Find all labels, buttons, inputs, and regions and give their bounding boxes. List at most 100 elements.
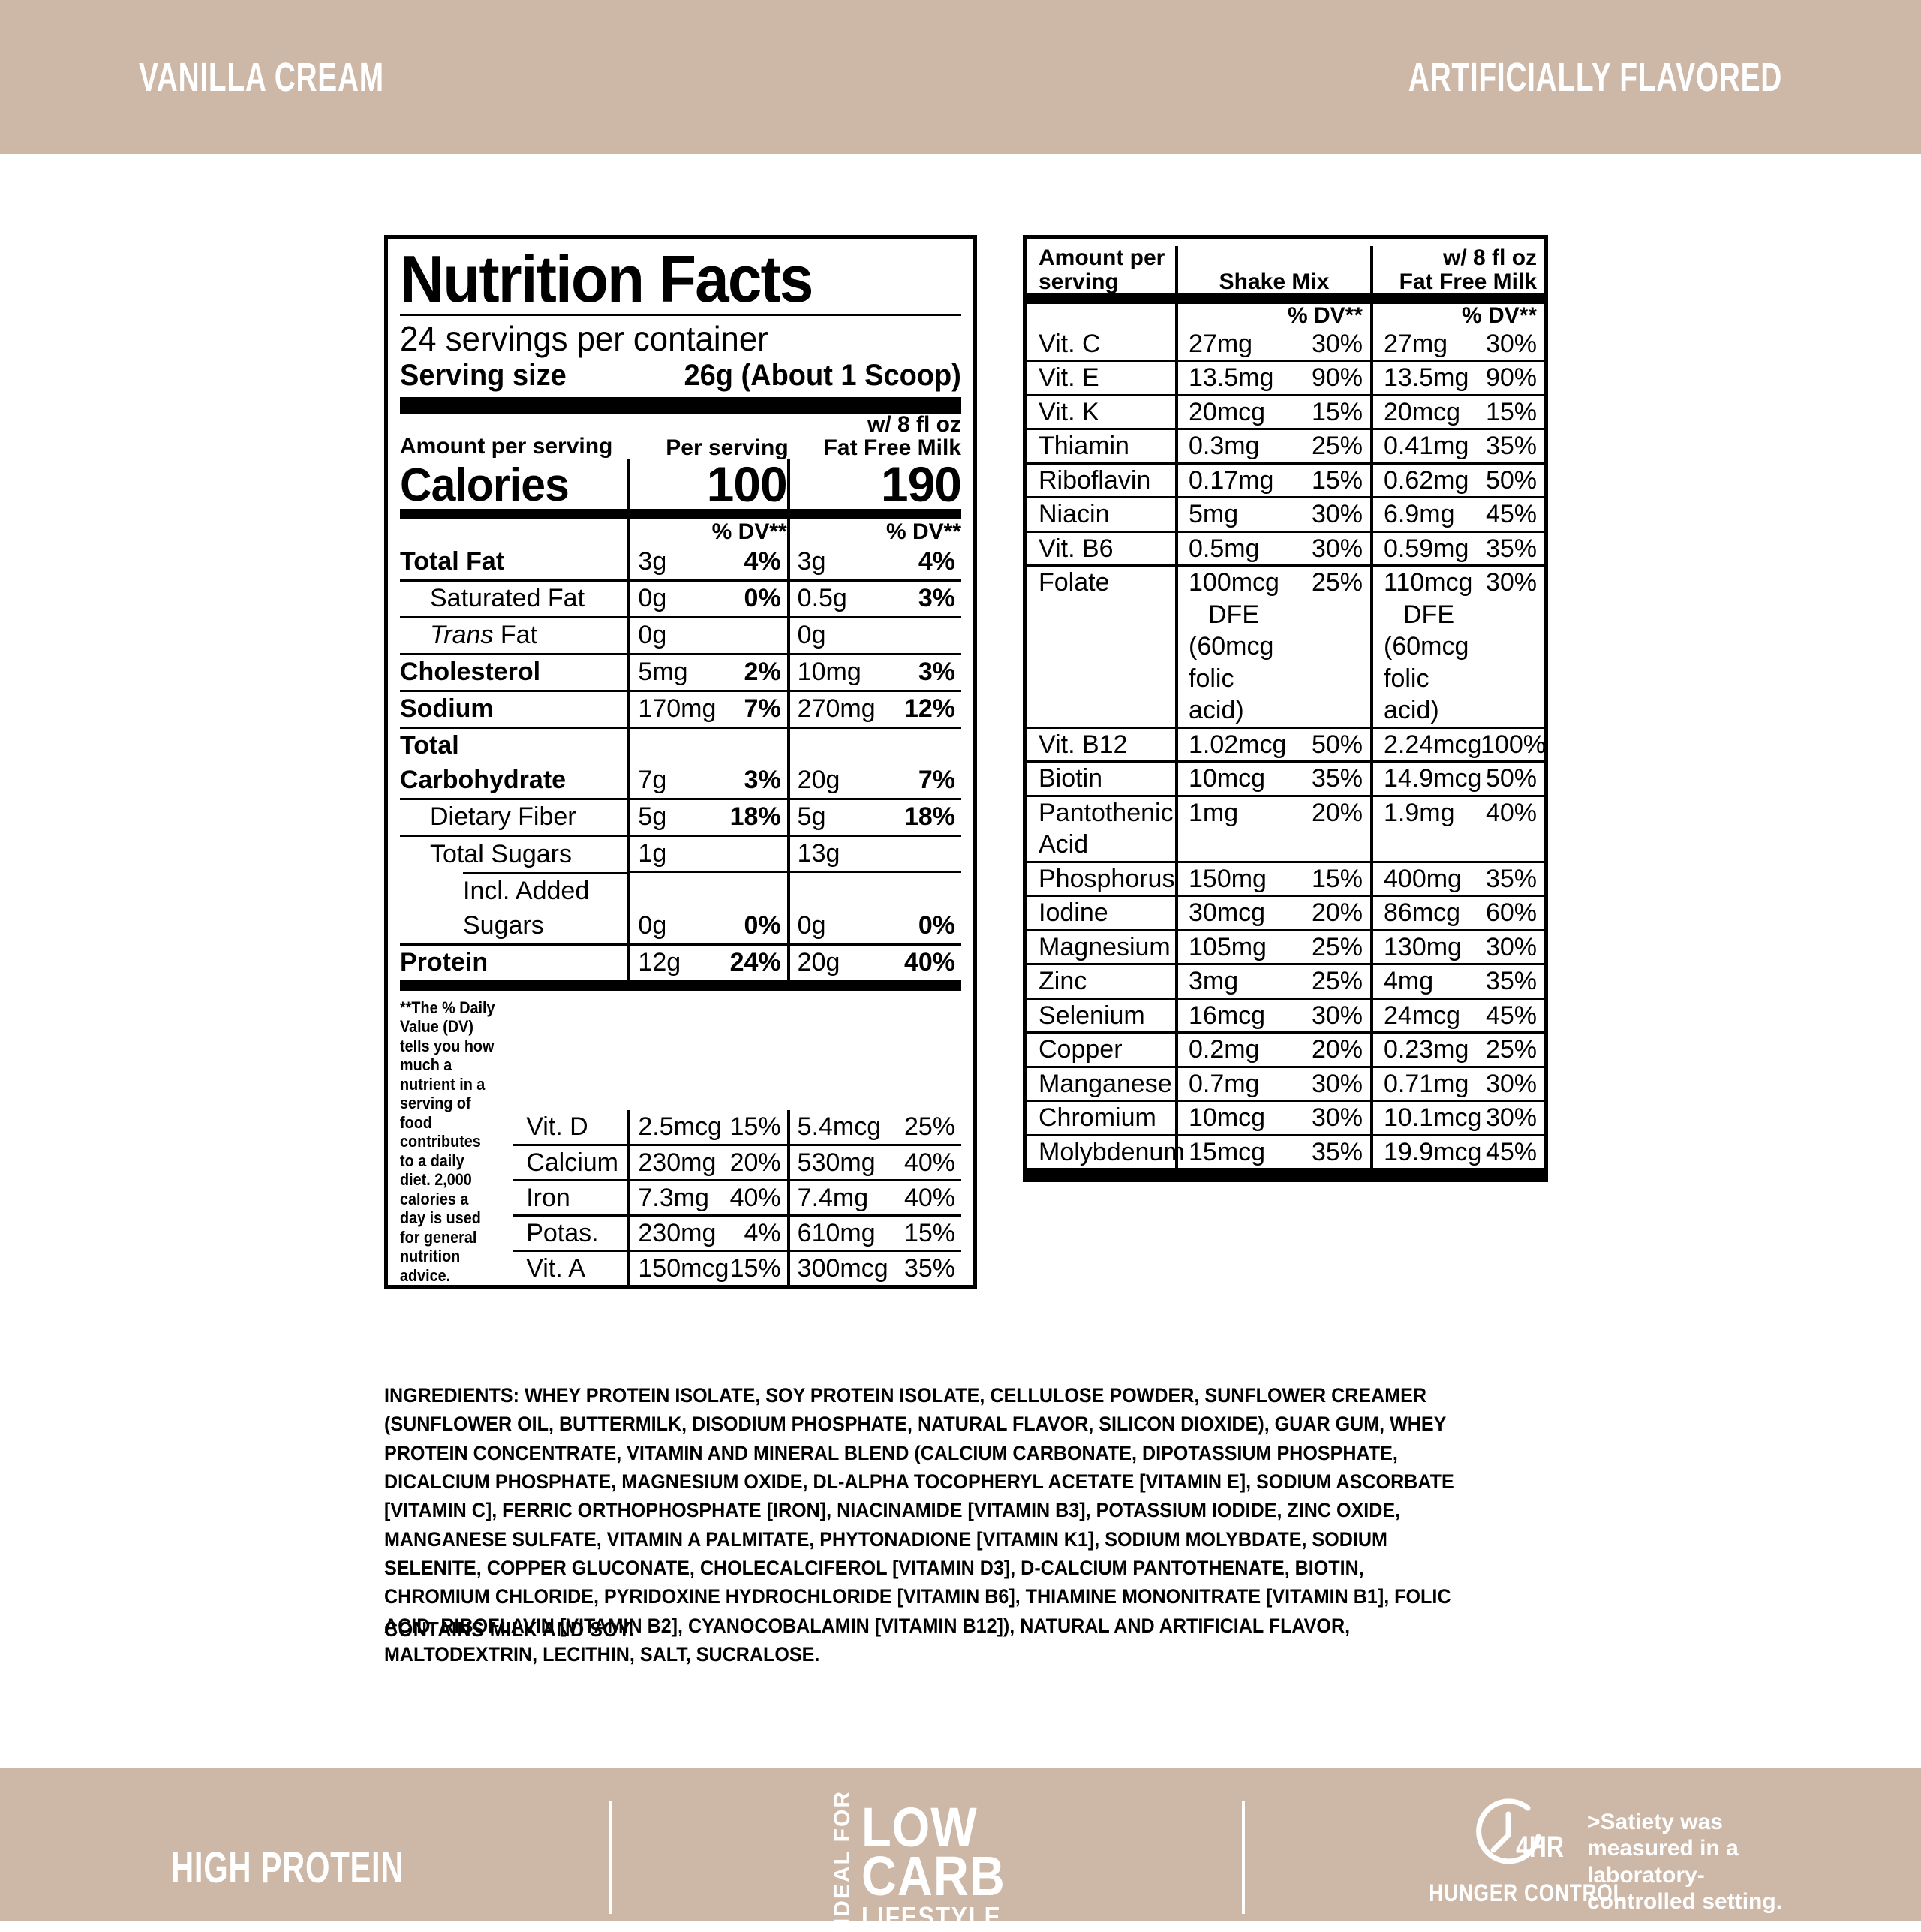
vitamin-name: Vit. A — [526, 1254, 585, 1283]
right-dv-shake: 35% — [1311, 1137, 1363, 1166]
vitamin-value-serving: 150mcg — [627, 1252, 729, 1286]
right-row-separator — [1027, 1031, 1544, 1034]
nutrient-name: Cholesterol — [400, 658, 541, 687]
right-dv-shake: 15% — [1311, 397, 1363, 426]
lifestyle-label: LIFESTYLE — [861, 1901, 1002, 1932]
nutrition-facts-panel-main: Nutrition Facts 24 servings per containe… — [384, 235, 977, 1290]
serving-size-value: 26g (About 1 Scoop) — [684, 359, 961, 393]
nutrient-value-milk: 0.5g — [786, 582, 894, 618]
right-header-table: Amount per serving Shake Mix w/ 8 fl oz … — [1027, 245, 1545, 328]
nutrient-dv-milk: 3% — [918, 584, 955, 613]
nutrient-row: Trans Fat 0g 0g — [400, 618, 961, 655]
nutrient-dv-serving: 4% — [744, 547, 781, 576]
col-per-serving-header: Per serving — [666, 435, 789, 460]
right-row-separator — [1027, 860, 1544, 864]
vitamin-row: Potas. 230mg 4% 610mg 15% — [513, 1217, 961, 1251]
nutrient-value-milk: 5g — [786, 799, 894, 836]
top-banner: VANILLA CREAM ARTIFICIALLY FLAVORED — [0, 0, 1921, 154]
right-dv-shake: 20% — [1311, 798, 1363, 827]
right-value-shake: 100mcg DFE (60mcg folic acid) — [1175, 567, 1293, 727]
nutrient-value-milk: 13g — [786, 836, 894, 872]
right-value-milk: 20mcg — [1370, 396, 1481, 429]
servings-per-container: 24 servings per container — [400, 318, 768, 358]
right-value-shake: 0.3mg — [1175, 430, 1293, 463]
right-dv-milk: 30% — [1485, 1069, 1537, 1098]
row-separator — [400, 690, 961, 693]
vitamin-dv-serving: 15% — [729, 1112, 781, 1142]
right-row-separator — [1027, 428, 1544, 431]
vitamin-dv-milk: 15% — [903, 1219, 955, 1247]
nutrient-name: Sodium — [400, 694, 494, 724]
right-nutrient-name: Vit. E — [1039, 363, 1099, 392]
vitamin-value-serving: 7.3mg — [627, 1181, 723, 1216]
right-dv-milk: 30% — [1485, 1103, 1537, 1132]
right-nutrient-name: Vit. C — [1039, 329, 1101, 358]
serving-size-label: Serving size — [400, 359, 567, 393]
nutrient-value-milk: 0g — [786, 618, 894, 655]
right-dv-shake: 15% — [1311, 465, 1363, 495]
right-dv-milk: 30% — [1485, 568, 1537, 597]
right-dv-shake: 25% — [1311, 967, 1363, 995]
calories-label: Calories — [400, 459, 570, 512]
vitamin-dv-milk: 25% — [903, 1112, 955, 1142]
right-dv-header-milk: % DV** — [1370, 304, 1545, 328]
nutrient-dv-serving: 2% — [744, 658, 781, 687]
right-dv-shake: 30% — [1311, 500, 1363, 528]
right-dv-milk: 35% — [1485, 864, 1537, 893]
row-separator — [400, 871, 961, 874]
ingredients-block: INGREDIENTS: WHEY PROTEIN ISOLATE, SOY P… — [384, 1381, 1473, 1669]
right-value-shake: 15mcg — [1175, 1136, 1293, 1168]
right-nutrient-name: Vit. B12 — [1039, 730, 1128, 759]
nutrient-value-serving: 12g — [627, 945, 723, 980]
right-milk-line1: w/ 8 fl oz — [1443, 245, 1538, 270]
right-dv-milk: 50% — [1485, 465, 1537, 495]
right-row-separator — [1027, 963, 1544, 966]
right-nutrient-row: Niacin 5mg 30% 6.9mg 45% — [1027, 498, 1544, 531]
right-row-separator — [1027, 360, 1544, 363]
right-milk-line2: Fat Free Milk — [1399, 269, 1538, 294]
right-nutrient-name: Thiamin — [1039, 432, 1129, 460]
right-nutrient-row: Riboflavin 0.17mg 15% 0.62mg 50% — [1027, 464, 1544, 498]
right-rule-3 — [1373, 293, 1545, 304]
vitamin-row-separator — [513, 1214, 961, 1217]
nutrient-value-serving: 0g — [627, 582, 723, 618]
nutrient-value-serving: 3g — [627, 545, 723, 581]
nutrient-dv-milk: 18% — [903, 802, 955, 831]
right-dv-shake: 20% — [1311, 1035, 1363, 1064]
right-row-separator — [1027, 462, 1544, 465]
vitamin-value-serving: 2.5mcg — [627, 1110, 723, 1145]
nutrient-value-milk: 20g — [786, 945, 894, 980]
nutrient-dv-milk: 40% — [903, 947, 955, 977]
right-dv-shake: 30% — [1311, 1069, 1363, 1098]
nutrient-value-serving: 7g — [627, 728, 723, 799]
flavor-name: VANILLA CREAM — [139, 55, 384, 100]
right-dv-shake: 30% — [1311, 534, 1363, 563]
right-bottom-rule — [1027, 1168, 1544, 1178]
nutrient-row: Cholesterol 5mg 2% 10mg 3% — [400, 655, 961, 691]
right-nutrient-name: Magnesium — [1039, 932, 1171, 961]
nutrient-name: Incl. Added Sugars — [463, 876, 590, 940]
vitamin-value-milk: 610mg — [786, 1217, 894, 1251]
nutrient-name: Total Carbohydrate — [400, 730, 567, 794]
nutrient-dv-milk — [894, 618, 961, 654]
carb-label: CARB — [861, 1845, 1006, 1908]
bottom-banner — [0, 1768, 1921, 1921]
nutrient-name: Saturated Fat — [430, 584, 585, 613]
ingredients-label: INGREDIENTS: — [384, 1384, 519, 1407]
row-separator — [400, 943, 961, 946]
right-dv-milk: 60% — [1485, 898, 1537, 927]
right-dv-shake: 35% — [1311, 764, 1363, 793]
right-dv-milk: 35% — [1485, 534, 1537, 563]
right-nutrient-rows: Vit. C 27mg 30% 27mg 30% Vit. E 13.5mg 90% 13.5m… — [1027, 327, 1546, 1168]
row-separator — [400, 579, 961, 583]
right-value-shake: 30mcg — [1175, 897, 1293, 930]
nutrient-dv-milk: 12% — [903, 694, 955, 724]
right-value-milk: 0.62mg — [1370, 464, 1481, 498]
right-nutrient-name: Molybdenum — [1039, 1137, 1185, 1166]
right-dv-milk: 45% — [1485, 1001, 1537, 1030]
right-nutrient-row: Magnesium 105mg 25% 130mg 30% — [1027, 931, 1544, 964]
right-value-milk: 1.9mg — [1370, 796, 1481, 862]
right-nutrient-name: Biotin — [1039, 764, 1103, 793]
right-dv-shake: 25% — [1311, 932, 1363, 961]
right-dv-shake: 30% — [1311, 329, 1363, 358]
